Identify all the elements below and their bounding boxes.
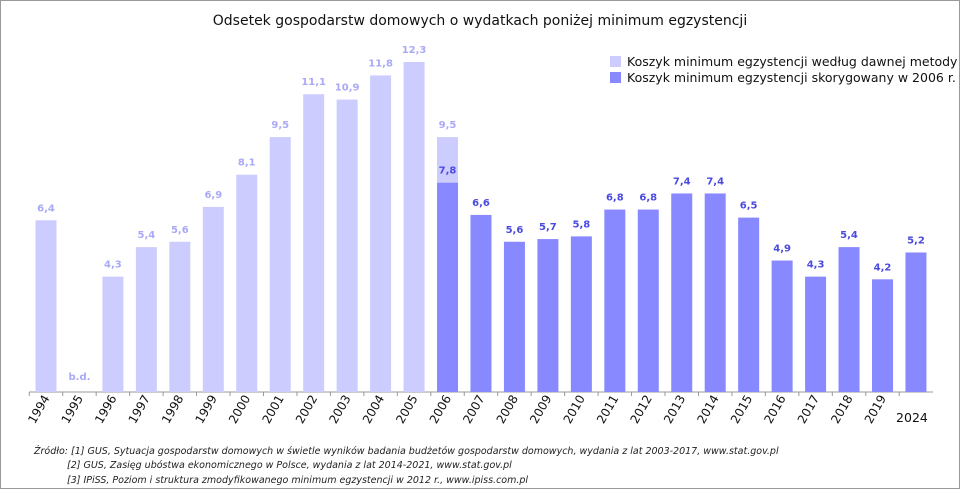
data-label: 6,9	[204, 190, 222, 201]
data-label: 7,8	[439, 166, 457, 177]
x-tick-label: 1998	[159, 393, 186, 426]
x-tick-label: 2006	[427, 393, 454, 426]
x-tick-label: 2019	[862, 393, 889, 426]
x-tick-label: 2003	[326, 393, 353, 426]
data-label: 4,9	[773, 244, 791, 255]
x-tick-label: 2024	[896, 410, 928, 425]
bar-2003-s0	[336, 99, 358, 392]
data-label: 6,8	[639, 193, 657, 204]
data-label: 9,5	[271, 120, 289, 131]
data-label: 6,5	[740, 201, 758, 212]
data-label: 5,4	[840, 230, 858, 241]
data-label: 4,2	[874, 262, 892, 273]
x-tick-label: 2011	[594, 393, 621, 426]
x-tick-label: 2007	[460, 392, 487, 425]
x-tick-label: 2001	[259, 393, 286, 426]
x-tick-label: 2000	[226, 393, 253, 426]
bar-1999-s0	[202, 206, 224, 392]
data-label: b.d.	[68, 372, 90, 383]
data-label: 6,6	[472, 198, 490, 209]
x-tick-label: 2004	[360, 393, 387, 426]
x-tick-label: 2002	[293, 393, 320, 426]
x-tick-label: 2013	[661, 393, 688, 426]
source-3: [3] IPiSS, Poziom i struktura zmodyfikow…	[67, 475, 529, 486]
bar-1998-s0	[169, 241, 191, 392]
data-label: 9,5	[439, 120, 457, 131]
data-label: 5,6	[506, 225, 524, 236]
x-tick-label: 2009	[527, 393, 554, 426]
bar-2009-s1	[537, 239, 559, 392]
data-label: 11,8	[368, 58, 393, 69]
bar-2013-s1	[671, 193, 693, 392]
bar-2000-s0	[236, 174, 258, 392]
data-label: 5,8	[573, 219, 591, 230]
bar-chart: Odsetek gospodarstw domowych o wydatkach…	[25, 13, 958, 426]
data-label: 7,4	[706, 176, 724, 187]
x-tick-label: 2014	[694, 393, 721, 426]
data-label: 5,2	[907, 235, 925, 246]
chart-title: Odsetek gospodarstw domowych o wydatkach…	[213, 13, 747, 29]
bar-2008-s1	[503, 241, 525, 392]
legend-label: Koszyk minimum egzystencji według dawnej…	[627, 54, 958, 69]
data-label: 7,4	[673, 176, 691, 187]
bar-2019-s1	[872, 279, 893, 392]
data-label: 5,7	[539, 222, 557, 233]
data-label: 8,1	[238, 158, 256, 169]
bar-2004-s0	[370, 75, 392, 392]
legend-swatch	[610, 56, 621, 67]
bar-2010-s1	[570, 236, 592, 392]
bar-2018-s1	[838, 247, 860, 392]
legend-swatch	[610, 72, 621, 83]
x-tick-label: 1996	[92, 393, 119, 426]
data-label: 12,3	[402, 45, 427, 56]
bar-2016-s1	[771, 260, 793, 392]
x-tick-label: 2008	[494, 393, 521, 426]
bar-2005-s0	[403, 62, 425, 392]
x-tick-label: 1994	[25, 393, 52, 426]
bar-2015-s1	[738, 217, 760, 392]
source-1: Źródło: [1] GUS, Sytuacja gospodarstw do…	[34, 446, 779, 457]
data-label: 5,4	[138, 230, 156, 241]
x-tick-label: 1997	[126, 393, 153, 426]
legend-label: Koszyk minimum egzystencji skorygowany w…	[627, 70, 956, 85]
bar-1997-s0	[135, 247, 157, 392]
x-tick-label: 2012	[627, 393, 654, 426]
data-label: 6,8	[606, 193, 624, 204]
x-tick-label: 2016	[761, 393, 788, 426]
data-label: 4,3	[807, 260, 825, 271]
data-label: 5,6	[171, 225, 189, 236]
x-tick-label: 1995	[59, 393, 86, 426]
bar-2012-s1	[637, 209, 659, 392]
data-label: 6,4	[37, 203, 55, 214]
data-label: 10,9	[335, 83, 360, 94]
source-2: [2] GUS, Zasięg ubóstwa ekonomicznego w …	[67, 460, 512, 471]
x-tick-label: 2018	[828, 393, 855, 426]
data-label: 4,3	[104, 260, 122, 271]
x-tick-label: 2017	[795, 393, 822, 426]
bar-2007-s1	[470, 214, 492, 392]
x-tick-label: 1999	[193, 393, 220, 426]
x-tick-label: 2010	[561, 393, 588, 426]
bar-2017-s1	[805, 276, 827, 392]
x-tick-label: 2015	[728, 393, 755, 426]
bar-2001-s0	[269, 137, 291, 392]
bar-2002-s0	[303, 94, 325, 392]
bar-2011-s1	[604, 209, 626, 392]
bar-2006-s1	[437, 182, 459, 392]
data-label: 11,1	[301, 77, 326, 88]
x-tick-label: 2005	[393, 393, 420, 426]
bar-1996-s0	[102, 276, 124, 392]
bar-1994-s0	[35, 220, 57, 392]
bar-2024-s1	[905, 252, 927, 392]
bar-2014-s1	[704, 193, 726, 392]
